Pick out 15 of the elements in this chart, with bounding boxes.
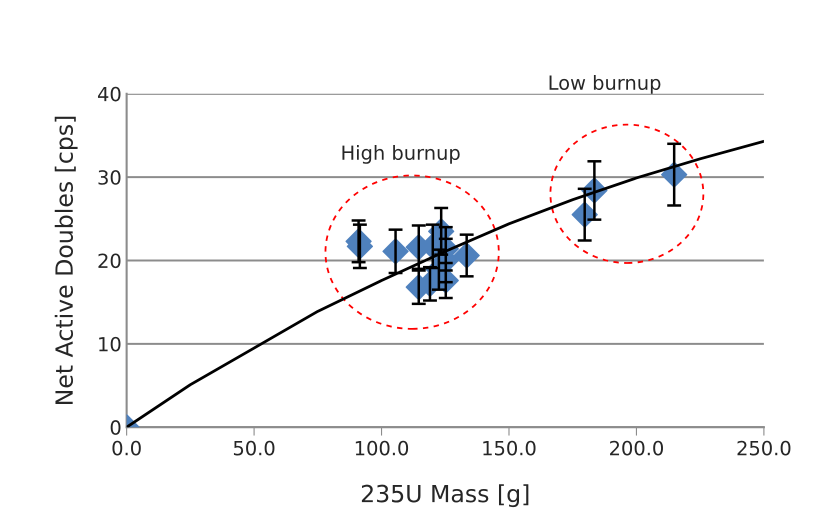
x-tick-label: 50.0	[234, 440, 274, 456]
annotation: High burnup	[342, 144, 460, 164]
x-tick-label: 0.0	[112, 440, 141, 456]
x-tick-label: 100.0	[356, 440, 408, 456]
x-tick-label: 200.0	[610, 440, 663, 456]
y-tick-label: 40	[98, 86, 120, 102]
x-tick-label: 250.0	[737, 440, 790, 456]
x-tick-label: 150.0	[483, 440, 536, 456]
y-axis-title: Net Active Doubles [cps]	[54, 116, 78, 404]
annotation: Low burnup	[550, 74, 660, 94]
y-tick-label: 30	[98, 170, 120, 185]
x-axis-title: 235U Mass [g]	[362, 484, 528, 508]
y-tick-label: 0	[110, 420, 120, 435]
y-tick-label: 10	[99, 336, 120, 352]
y-tick-label: 20	[98, 253, 120, 268]
